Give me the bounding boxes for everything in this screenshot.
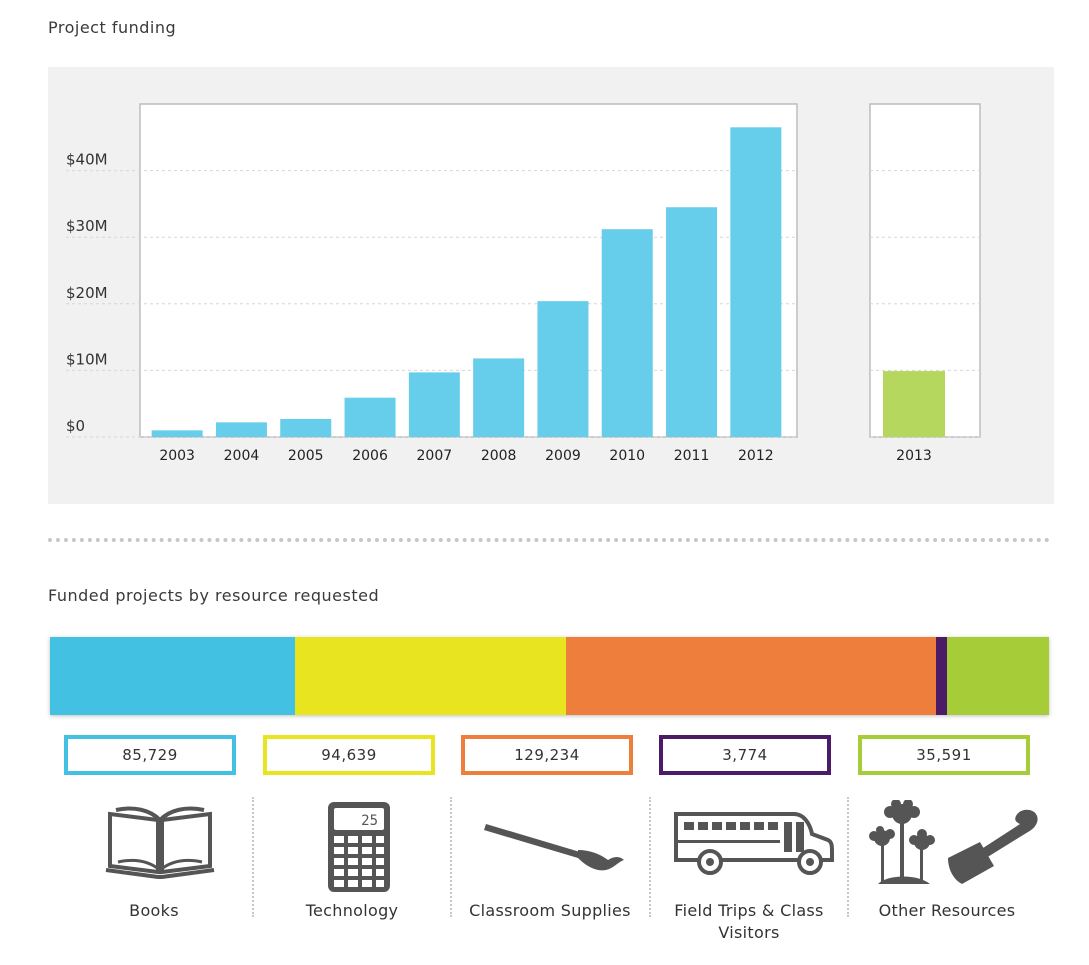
school-bus-icon (674, 812, 834, 875)
bar-2009 (537, 301, 589, 437)
count-box-classroom-supplies: 129,234 (461, 735, 633, 775)
x-tick-label-2006: 2006 (352, 448, 388, 464)
y-tick-label: $30M (66, 217, 108, 235)
x-tick-label-2012: 2012 (738, 448, 774, 464)
bar-2005 (280, 419, 332, 437)
y-tick-label: $0 (66, 417, 85, 435)
count-box-other-resources: 35,591 (858, 735, 1030, 775)
calculator-display-text: 25 (361, 813, 378, 829)
funding-chart-panel: $0 $10M $20M $30M $40M 2003 2004 2005 2006 2007 20… (48, 67, 1054, 504)
column-divider (252, 797, 254, 917)
x-tick-label-2007: 2007 (417, 448, 453, 464)
column-divider (847, 797, 849, 917)
resource-label-classroom-supplies: Classroom Supplies (469, 901, 631, 920)
x-tick-label-2003: 2003 (159, 448, 195, 464)
column-divider (649, 797, 651, 917)
resource-label-other-resources: Other Resources (878, 901, 1016, 920)
open-book-icon (105, 806, 215, 879)
bar-2006 (344, 397, 396, 437)
bar-segment-field-trips-class-visitors (936, 637, 948, 715)
bar-segment-classroom-supplies (566, 637, 937, 715)
y-tick-label: $20M (66, 284, 108, 302)
plants-trowel-icon (869, 800, 1038, 884)
bar-segment-technology (295, 637, 567, 715)
y-tick-label: $40M (66, 151, 108, 169)
project-funding-title: Project funding (48, 18, 177, 37)
calculator-icon: 25 (328, 802, 390, 892)
resource-chart-title: Funded projects by resource requested (48, 586, 380, 605)
column-divider (450, 797, 452, 917)
bar-2013 (883, 371, 945, 437)
resource-stacked-bar (50, 637, 1049, 715)
bar-segment-books (50, 637, 296, 715)
section-divider (48, 538, 1050, 542)
count-box-field-trips: 3,774 (659, 735, 831, 775)
x-tick-label-2004: 2004 (224, 448, 260, 464)
bar-2008 (473, 358, 525, 437)
funding-chart: $0 $10M $20M $30M $40M 2003 2004 2005 2006 2007 20… (66, 103, 981, 464)
bar-2007 (408, 372, 460, 437)
x-tick-label-2010: 2010 (609, 448, 645, 464)
x-tick-label-2013: 2013 (896, 448, 932, 464)
y-tick-label: $10M (66, 350, 108, 368)
count-box-books: 85,729 (64, 735, 236, 775)
bar-2012 (730, 127, 782, 437)
x-tick-label-2011: 2011 (674, 448, 710, 464)
bar-segment-other-resources (947, 637, 1049, 715)
bar-2003 (151, 430, 203, 437)
bar-2004 (215, 422, 267, 437)
x-tick-label-2008: 2008 (481, 448, 517, 464)
resource-label-field-trips: Field Trips & Class Visitors (674, 901, 824, 942)
x-tick-label-2005: 2005 (288, 448, 324, 464)
paintbrush-icon (484, 824, 624, 871)
count-box-technology: 94,639 (263, 735, 435, 775)
x-tick-label-2009: 2009 (545, 448, 581, 464)
resource-label-technology: Technology (305, 901, 399, 920)
resource-label-books: Books (129, 901, 179, 920)
bar-2011 (666, 207, 718, 437)
bar-2010 (601, 229, 653, 437)
